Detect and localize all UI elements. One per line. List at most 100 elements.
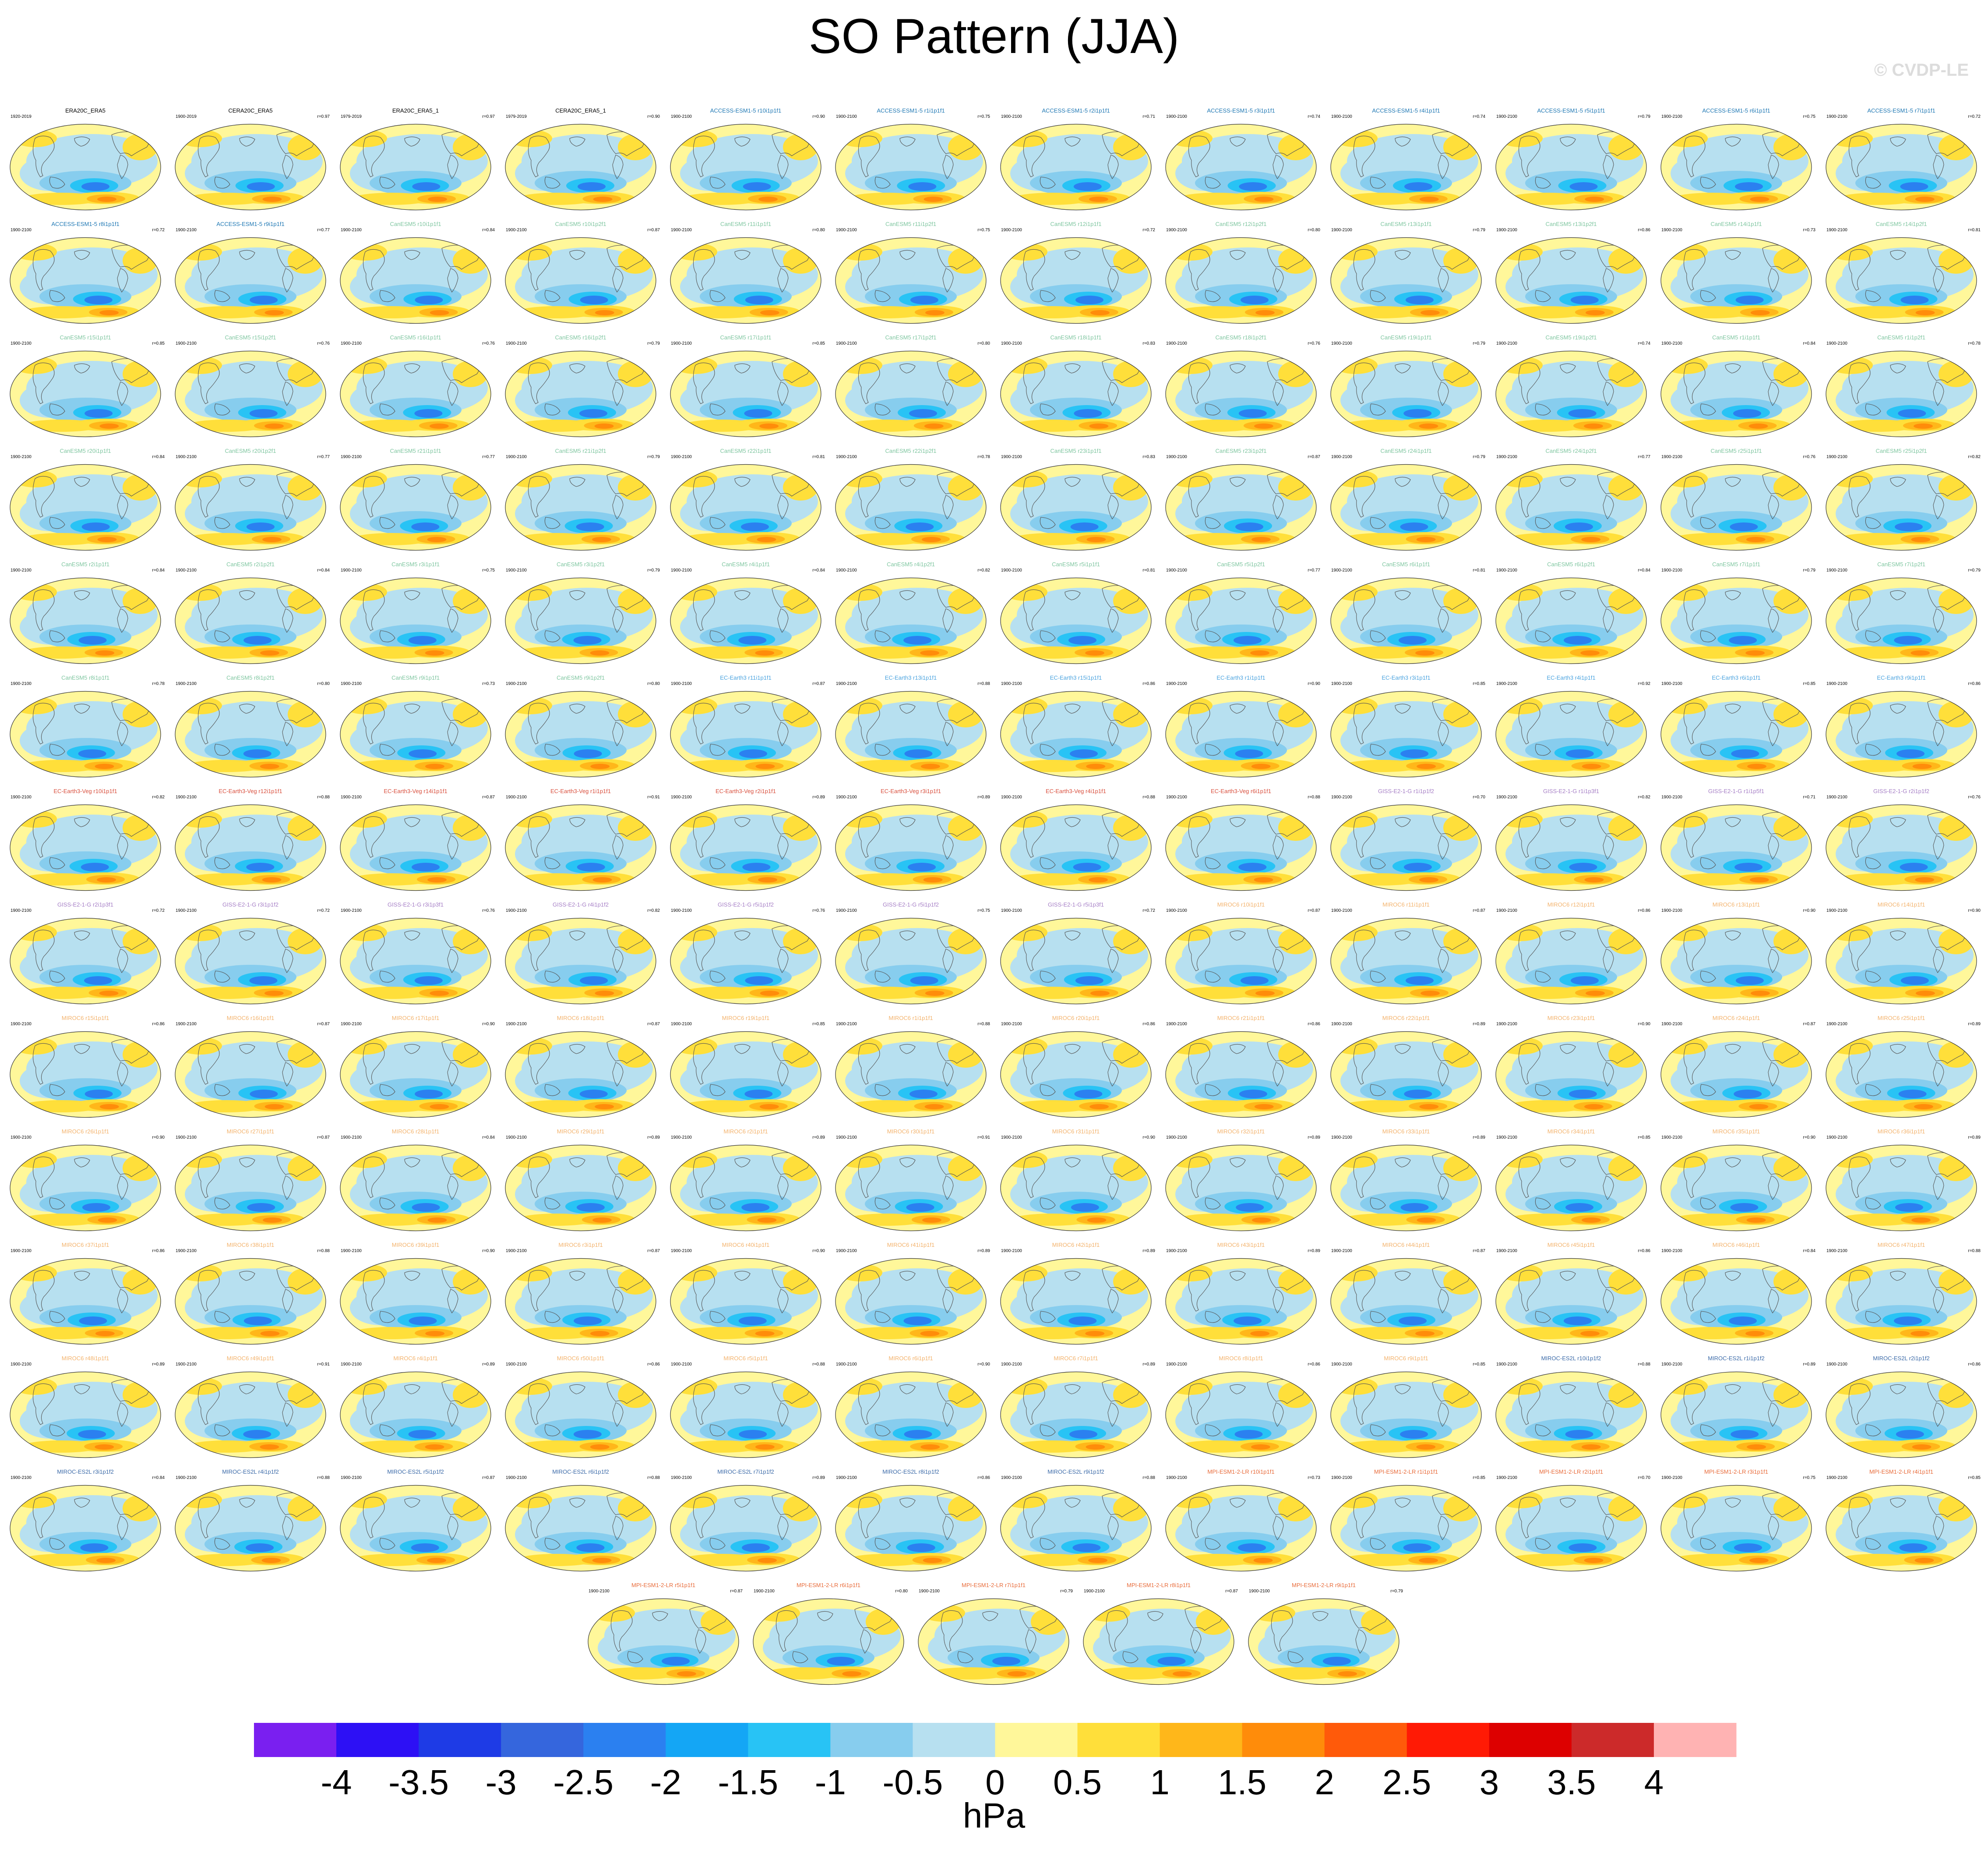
panel-title: CanESM5 r20i1p1f1	[60, 448, 111, 454]
coastline-3	[379, 517, 395, 529]
coastline-2	[942, 381, 954, 406]
panel-title: ACCESS-ESM1-5 r1i1p1f1	[877, 107, 945, 114]
map-border	[1165, 124, 1317, 211]
panel-correlation: r=0.77	[317, 228, 330, 233]
panel-correlation: r=0.81	[1968, 228, 1981, 233]
colorbar-swatch	[666, 1723, 748, 1757]
coastline-0	[1683, 362, 1706, 404]
panel-years: 1900-2100	[1661, 114, 1682, 119]
field-contour-7	[1403, 409, 1432, 418]
coastline-4	[1230, 476, 1246, 487]
coastline-3	[1370, 517, 1386, 529]
colorbar-swatch	[1324, 1723, 1407, 1757]
field-contour-10	[1746, 537, 1766, 542]
coastline-2	[1768, 381, 1779, 406]
field-contour-10	[924, 197, 943, 202]
panel-title: CanESM5 r13i1p2f1	[1545, 221, 1597, 227]
map-plot	[1000, 464, 1152, 551]
coastline-4	[569, 363, 585, 374]
map-panel: CanESM5 r24i1p1f1 1900-2100 r=0.79	[1325, 446, 1487, 556]
coastline-2	[1272, 268, 1284, 293]
map-border	[175, 237, 326, 324]
coastline-4	[1064, 250, 1081, 260]
colorbar-swatch	[1489, 1723, 1572, 1757]
coastline-0	[1683, 135, 1706, 177]
coastline-0	[693, 476, 715, 518]
coastline-0	[1683, 476, 1706, 518]
map-border	[505, 237, 656, 324]
map-plot	[1330, 350, 1482, 438]
map-panel: CanESM5 r17i1p2f1 1900-2100 r=0.80	[830, 333, 992, 442]
map-panel: CanESM5 r21i1p2f1 1900-2100 r=0.79	[500, 446, 662, 556]
colorbar-swatch	[1242, 1723, 1325, 1757]
coastline-0	[1848, 135, 1871, 177]
coastline-4	[899, 363, 916, 374]
panel-correlation: r=0.80	[1308, 228, 1320, 233]
map-border	[10, 464, 161, 551]
coastline-2	[1603, 495, 1614, 519]
coastline-4	[239, 363, 255, 374]
map-panel: CanESM5 r15i1p1f1 1900-2100 r=0.85	[4, 333, 166, 442]
map-plot	[10, 350, 161, 438]
map-panel: CanESM5 r20i1p2f1 1900-2100 r=0.77	[169, 446, 331, 556]
coastline-2	[1933, 155, 1944, 179]
map-border	[670, 124, 821, 211]
field-contour-10	[1911, 537, 1931, 542]
panel-years: 1900-2100	[176, 455, 197, 459]
field-contour-7	[246, 522, 275, 531]
coastline-3	[1370, 176, 1386, 189]
coastline-0	[693, 249, 715, 291]
colorbar-swatch	[1571, 1723, 1654, 1757]
map-panel: ACCESS-ESM1-5 r10i1p1f1 1900-2100 r=0.90	[665, 106, 827, 215]
field-contour-10	[924, 423, 944, 429]
coastline-3	[709, 517, 726, 529]
coastline-0	[1848, 362, 1871, 404]
coastline-0	[1188, 249, 1210, 291]
panel-title: ACCESS-ESM1-5 r5i1p1f1	[1537, 107, 1605, 114]
panel-title: CanESM5 r1i1p1f1	[1712, 334, 1760, 341]
map-panel: CanESM5 r16i1p1f1 1900-2100 r=0.76	[335, 333, 497, 442]
coastline-3	[709, 403, 726, 416]
coastline-2	[1272, 495, 1284, 519]
coastline-4	[74, 363, 90, 374]
panel-title: ACCESS-ESM1-5 r9i1p1f1	[216, 221, 285, 227]
field-contour-10	[1750, 197, 1769, 202]
field-contour-7	[1735, 182, 1763, 191]
coastline-2	[942, 268, 954, 293]
map-border	[175, 350, 326, 438]
panel-title: CanESM5 r15i1p2f1	[225, 334, 276, 341]
coastline-0	[1188, 362, 1210, 404]
panel-title: CanESM5 r13i1p1f1	[1380, 221, 1432, 227]
field-contour-10	[758, 197, 778, 202]
panel-title: CanESM5 r11i1p2f1	[885, 221, 937, 227]
field-contour-10	[760, 310, 779, 315]
colorbar-swatch	[1653, 1723, 1737, 1757]
map-panel: ACCESS-ESM1-5 r2i1p1f1 1900-2100 r=0.71	[995, 106, 1157, 215]
coastline-0	[32, 249, 55, 291]
map-plot	[1330, 464, 1482, 551]
map-panel: CanESM5 r25i1p2f1 1900-2100 r=0.82	[1820, 446, 1982, 556]
panel-title: CERA20C_ERA5	[228, 107, 273, 114]
panel-correlation: r=0.76	[482, 341, 495, 346]
map-plot	[340, 464, 491, 551]
coastline-0	[858, 249, 880, 291]
coastline-3	[874, 517, 891, 529]
map-panel: ACCESS-ESM1-5 r5i1p1f1 1900-2100 r=0.79	[1490, 106, 1652, 215]
panel-title: CanESM5 r19i1p2f1	[1545, 334, 1597, 341]
coastline-0	[197, 362, 220, 404]
panel-correlation: r=0.79	[1473, 341, 1485, 346]
panel-years: 1900-2100	[836, 114, 857, 119]
coastline-2	[612, 381, 624, 406]
panel-title: CanESM5 r17i1p2f1	[885, 334, 937, 341]
panel-correlation: r=0.80	[977, 341, 990, 346]
panel-years: 1900-2100	[1826, 228, 1847, 233]
map-border	[340, 350, 491, 438]
field-contour-7	[1565, 522, 1593, 531]
field-contour-7	[1898, 409, 1926, 418]
panel-correlation: r=0.85	[152, 341, 165, 346]
coastline-2	[1107, 495, 1119, 519]
map-border	[1330, 350, 1482, 438]
map-border	[670, 237, 821, 324]
field-contour-7	[744, 409, 772, 418]
field-contour-10	[594, 423, 614, 429]
